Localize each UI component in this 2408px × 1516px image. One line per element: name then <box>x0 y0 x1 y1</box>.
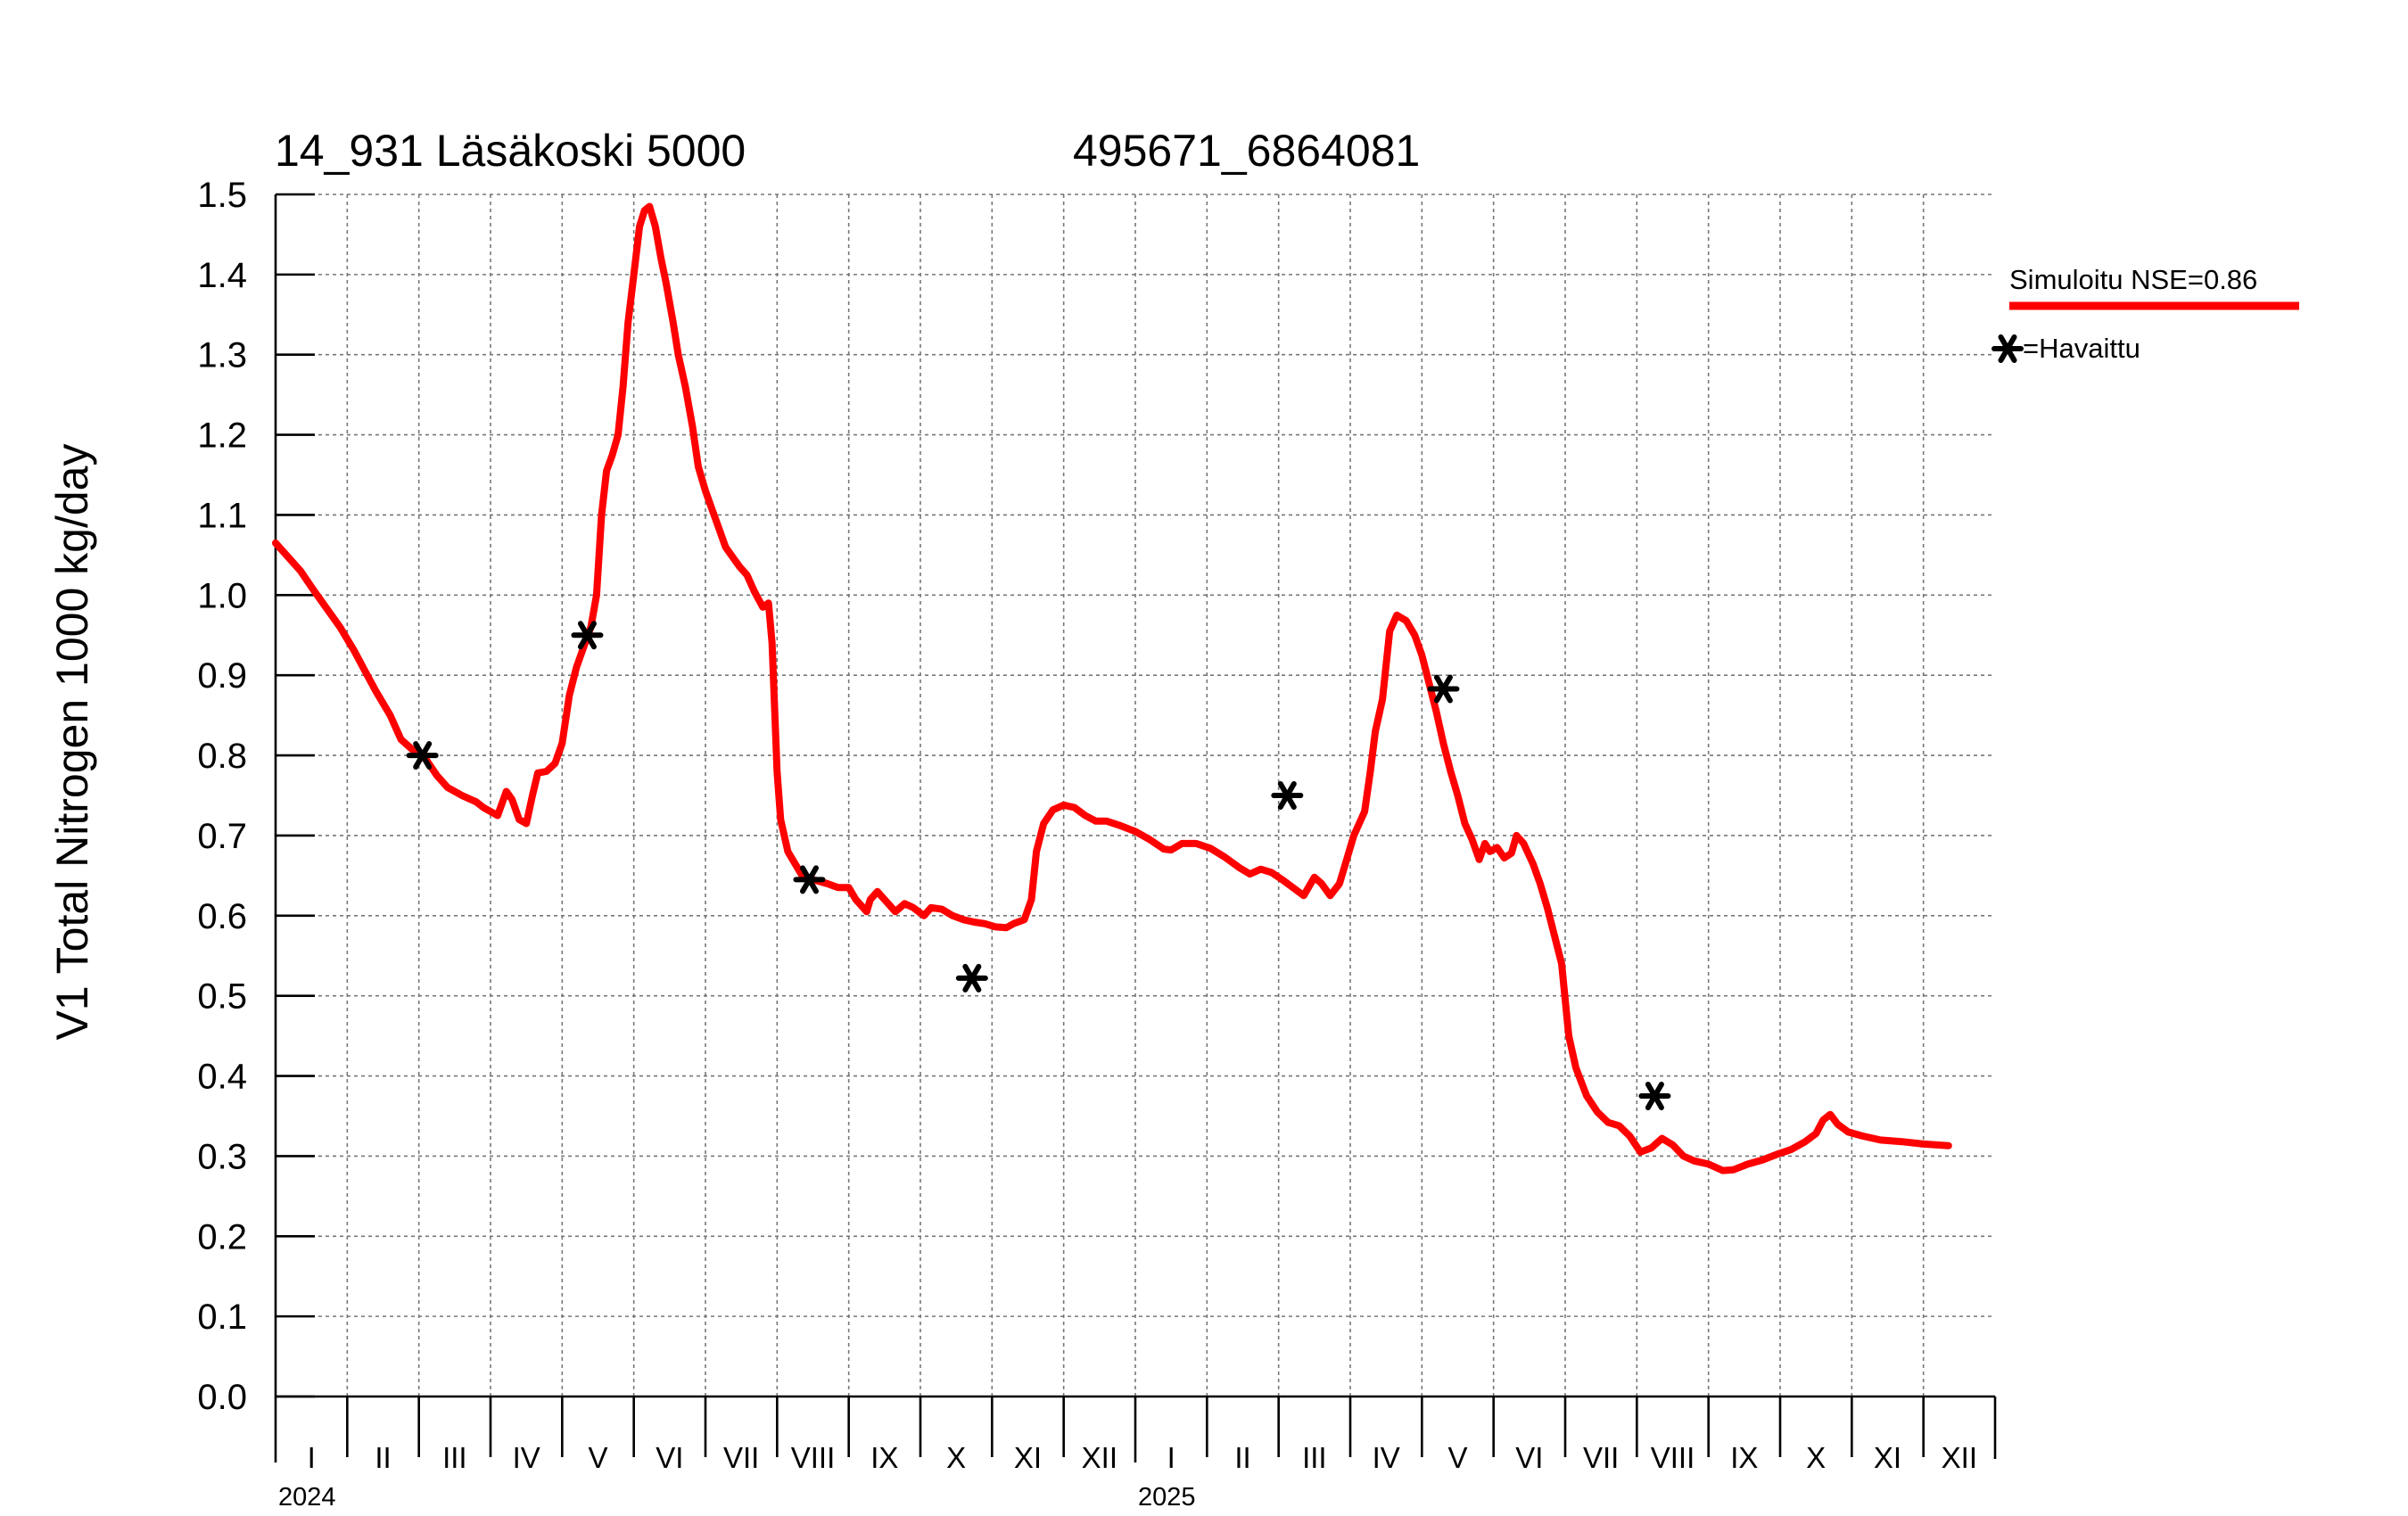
y-tick-label: 1.4 <box>197 256 247 295</box>
chart-title: 14_931 Läsäkoski 5000 <box>275 126 746 176</box>
x-month-label: V <box>1447 1441 1467 1474</box>
asterisk-stroke <box>577 621 597 650</box>
asterisk-stroke <box>962 963 982 993</box>
y-tick-label: 1.2 <box>197 416 247 456</box>
x-month-label: II <box>1234 1441 1250 1474</box>
legend-simulated-label: Simuloitu NSE=0.86 <box>2009 264 2257 295</box>
legend: Simuloitu NSE=0.86 =Havaittu <box>1992 264 2299 364</box>
x-month-label: IV <box>513 1441 540 1474</box>
observed-point <box>793 865 826 894</box>
x-month-label: VIII <box>1651 1441 1695 1474</box>
asterisk-stroke <box>1645 1082 1664 1110</box>
legend-observed-marker-icon <box>1992 334 2024 363</box>
asterisk-icon <box>1992 334 2024 363</box>
x-year-labels: 2024 2025 <box>278 1483 1196 1512</box>
chart-subtitle: 495671_6864081 <box>1073 126 1420 176</box>
y-tick-label: 1.3 <box>197 336 247 375</box>
x-month-label: XI <box>1014 1441 1042 1474</box>
asterisk-stroke <box>413 741 433 770</box>
grid <box>276 194 1995 1397</box>
x-month-label: VII <box>723 1441 759 1474</box>
y-tick-label: 0.0 <box>197 1378 247 1417</box>
y-tick-label: 0.4 <box>197 1058 247 1097</box>
asterisk-stroke <box>1277 781 1297 810</box>
x-month-label: VIII <box>791 1441 836 1474</box>
x-month-label: IX <box>1730 1441 1758 1474</box>
x-month-label: III <box>1302 1441 1327 1474</box>
x-month-label: X <box>946 1441 966 1474</box>
y-tick-label: 0.5 <box>197 977 247 1017</box>
observed-point <box>571 621 604 650</box>
observed-point <box>406 741 439 770</box>
simulated-series-line <box>272 202 1952 1174</box>
legend-observed-label: =Havaittu <box>2023 333 2140 364</box>
y-tick-label: 0.3 <box>197 1137 247 1176</box>
x-month-label: V <box>588 1441 607 1474</box>
asterisk-stroke <box>799 865 819 894</box>
y-tick-label: 0.8 <box>197 737 247 776</box>
y-tick-label: 0.9 <box>197 656 247 696</box>
x-month-label: VI <box>656 1441 683 1474</box>
x-month-label: VI <box>1515 1441 1543 1474</box>
y-tick-label: 0.2 <box>197 1217 247 1256</box>
x-month-labels: I II III IV V VI VII VIII IX X XI XII I II III IV V VI VII… <box>308 1441 1977 1474</box>
x-month-label: X <box>1806 1441 1826 1474</box>
y-tick-label: 1.1 <box>197 496 247 535</box>
x-month-label: III <box>442 1441 467 1474</box>
y-tick-label: 1.0 <box>197 576 247 615</box>
x-month-label: I <box>1167 1441 1175 1474</box>
observed-point <box>1427 674 1460 704</box>
y-axis-label: V1 Total Nitrogen 1000 kg/day <box>47 444 97 1041</box>
observed-point <box>1638 1082 1671 1110</box>
observed-point <box>1271 781 1304 810</box>
x-month-label: XII <box>1082 1441 1117 1474</box>
x-month-label: IV <box>1373 1441 1400 1474</box>
x-month-label: I <box>308 1441 316 1474</box>
x-month-label: IX <box>870 1441 898 1474</box>
asterisk-stroke <box>1998 334 2017 363</box>
x-month-label: VII <box>1583 1441 1619 1474</box>
x-year-label: 2024 <box>278 1483 336 1512</box>
x-month-label: II <box>375 1441 391 1474</box>
series <box>272 202 1952 1174</box>
y-tick-label: 0.6 <box>197 897 247 936</box>
x-month-label: XII <box>1942 1441 1977 1474</box>
y-tick-labels: 0.0 0.1 0.2 0.3 0.4 0.5 0.6 0.7 0.8 0.9 1.0 1.1 1.2 1… <box>197 176 247 1417</box>
observed-point <box>955 963 988 993</box>
y-tick-label: 0.1 <box>197 1298 247 1337</box>
y-tick-label: 1.5 <box>197 176 247 215</box>
x-year-label: 2025 <box>1138 1483 1196 1512</box>
axes <box>274 193 1997 1462</box>
x-month-label: XI <box>1874 1441 1901 1474</box>
y-tick-label: 0.7 <box>197 817 247 856</box>
asterisk-stroke <box>1433 674 1453 704</box>
